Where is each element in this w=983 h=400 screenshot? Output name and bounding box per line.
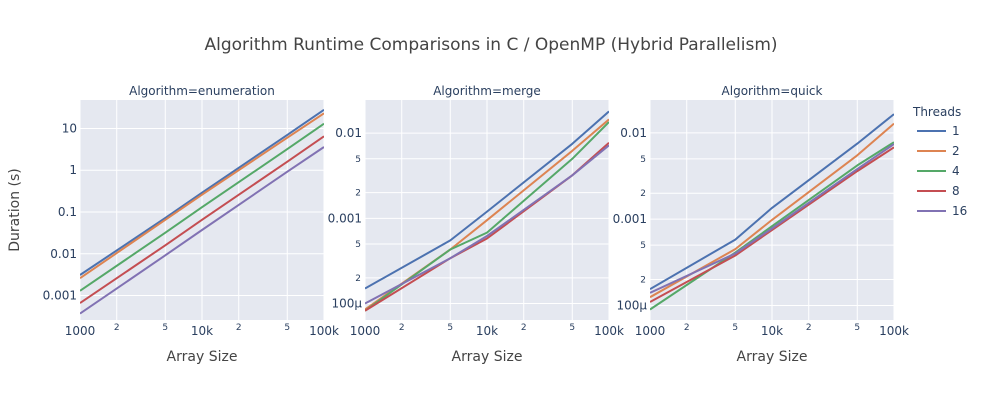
series-line-threads-2 — [80, 112, 324, 280]
subplot-2: Algorithm=merge 1000 10k 100k 2 5 2 5 100μ 0.001 0… — [328, 84, 624, 365]
series-line-threads-2 — [650, 122, 894, 299]
x-minor-tick-label: 5 — [569, 323, 575, 333]
x-tick-label: 100k — [594, 324, 624, 338]
y-minor-tick-label: 5 — [640, 155, 646, 165]
x-tick-label: 10k — [761, 324, 783, 338]
y-tick-label: 0.001 — [613, 212, 647, 226]
series-line-threads-1 — [365, 110, 609, 290]
y-tick-label: 100μ — [331, 296, 362, 310]
x-minor-tick-label: 5 — [284, 323, 290, 333]
x-minor-tick-label: 2 — [114, 323, 120, 333]
legend-label: 2 — [952, 144, 960, 158]
series-line-threads-4 — [80, 122, 324, 292]
y-tick-label: 0.001 — [43, 289, 77, 303]
y-minor-tick-label: 5 — [640, 241, 646, 251]
subplot-3: Algorithm=quick 1000 10k 100k 2 5 2 5 100μ 0.001 0… — [613, 84, 909, 365]
series-line-threads-4 — [365, 121, 609, 312]
series-line-threads-16 — [650, 143, 894, 294]
subplot-1: Algorithm=enumeration 1000 10k 100k 2 5 2 5 0.00… — [43, 84, 339, 365]
y-minor-tick-label: 2 — [355, 189, 361, 199]
y-tick-label: 10 — [62, 121, 77, 135]
series-lines — [80, 108, 324, 315]
legend-items[interactable]: 1 2 4 8 16 — [917, 124, 967, 218]
legend-label: 1 — [952, 124, 960, 138]
y-tick-label: 0.01 — [335, 126, 362, 140]
legend[interactable]: Threads 1 2 4 8 16 — [912, 105, 967, 218]
x-axis-title: Array Size — [452, 349, 523, 365]
subplot-title: Algorithm=enumeration — [129, 84, 275, 98]
subplot-title: Algorithm=merge — [433, 84, 541, 98]
series-line-threads-16 — [80, 146, 324, 315]
legend-label: 16 — [952, 204, 967, 218]
series-lines — [365, 110, 609, 312]
y-tick-label: 0.01 — [620, 126, 647, 140]
x-tick-label: 1000 — [635, 324, 666, 338]
x-minor-tick-label: 5 — [447, 323, 453, 333]
x-axis-title: Array Size — [167, 349, 238, 365]
x-minor-tick-label: 5 — [854, 323, 860, 333]
x-tick-label: 100k — [879, 324, 909, 338]
x-minor-tick-label: 2 — [236, 323, 242, 333]
x-tick-label: 10k — [191, 324, 213, 338]
x-tick-label: 10k — [476, 324, 498, 338]
x-tick-label: 100k — [309, 324, 339, 338]
y-tick-label: 100μ — [616, 299, 647, 313]
y-minor-tick-label: 5 — [355, 155, 361, 165]
y-tick-label: 0.01 — [50, 247, 77, 261]
y-axis-title: Duration (s) — [7, 168, 23, 251]
x-tick-label: 1000 — [350, 324, 381, 338]
series-line-threads-8 — [650, 146, 894, 303]
legend-item-threads-1[interactable]: 1 — [917, 124, 960, 138]
series-line-threads-1 — [80, 108, 324, 276]
x-axis-title: Array Size — [737, 349, 808, 365]
subplots: Algorithm=enumeration 1000 10k 100k 2 5 2 5 0.00… — [43, 84, 909, 365]
legend-item-threads-8[interactable]: 8 — [917, 184, 960, 198]
subplot-title: Algorithm=quick — [722, 84, 823, 98]
y-minor-tick-label: 5 — [355, 240, 361, 250]
x-minor-tick-label: 2 — [521, 323, 527, 333]
series-line-threads-1 — [650, 113, 894, 290]
chart-title: Algorithm Runtime Comparisons in C / Ope… — [204, 35, 777, 55]
legend-item-threads-2[interactable]: 2 — [917, 144, 960, 158]
legend-label: 4 — [952, 164, 960, 178]
y-minor-tick-label: 2 — [640, 276, 646, 286]
y-tick-label: 0.1 — [58, 205, 77, 219]
x-minor-tick-label: 2 — [399, 323, 405, 333]
y-tick-label: 1 — [69, 163, 77, 177]
series-lines — [650, 113, 894, 311]
x-minor-tick-label: 5 — [732, 323, 738, 333]
series-line-threads-16 — [365, 144, 609, 305]
y-minor-tick-label: 2 — [355, 274, 361, 284]
legend-item-threads-4[interactable]: 4 — [917, 164, 960, 178]
y-tick-label: 0.001 — [328, 211, 362, 225]
series-line-threads-8 — [80, 135, 324, 304]
x-minor-tick-label: 5 — [162, 323, 168, 333]
legend-title: Threads — [912, 105, 961, 119]
y-minor-tick-label: 2 — [640, 189, 646, 199]
legend-item-threads-16[interactable]: 16 — [917, 204, 967, 218]
x-minor-tick-label: 2 — [806, 323, 812, 333]
x-minor-tick-label: 2 — [684, 323, 690, 333]
legend-label: 8 — [952, 184, 960, 198]
x-tick-label: 1000 — [65, 324, 96, 338]
